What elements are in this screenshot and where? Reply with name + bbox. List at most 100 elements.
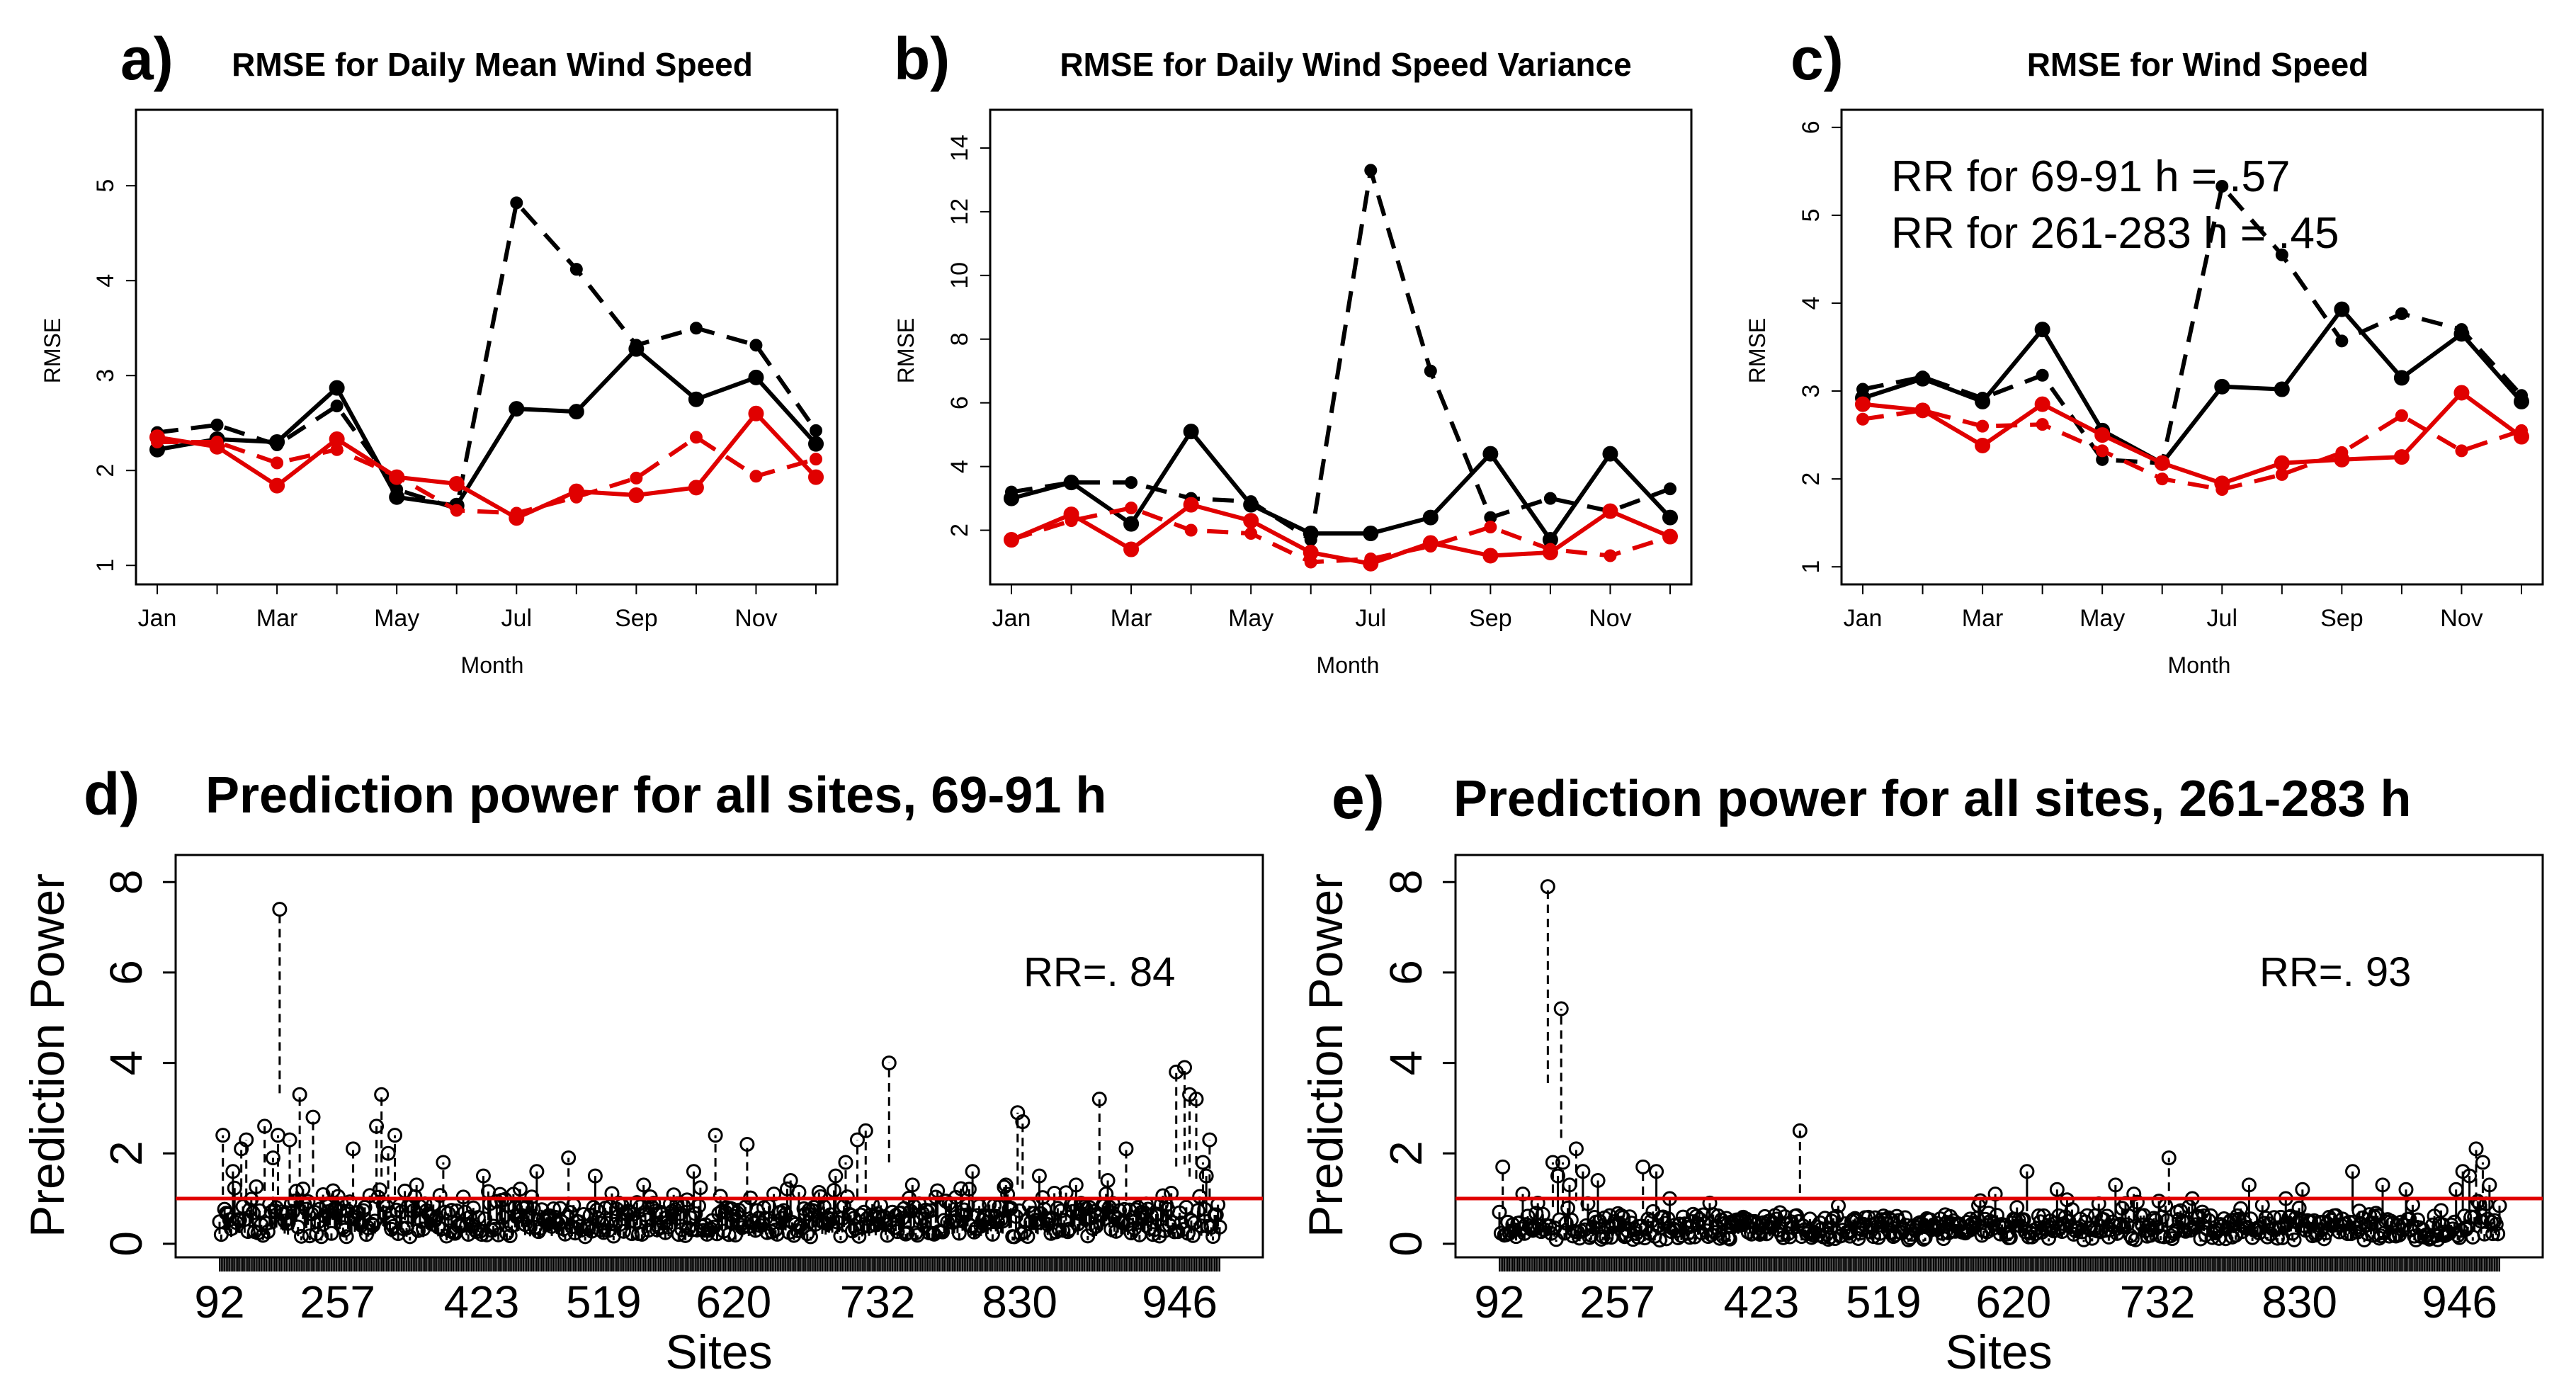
- panel-d-site-point: [688, 1206, 703, 1221]
- panel-e-site-point: [2433, 1203, 2449, 1218]
- panel-e-site-point: [1649, 1164, 1664, 1179]
- panel-d-site-point: [499, 1225, 514, 1241]
- panel-d-site-point: [227, 1180, 242, 1196]
- panel-d-site-point: [561, 1150, 577, 1166]
- panel-c-point-red-solid: [2094, 427, 2111, 443]
- panel-b-x-tick-label: Jan: [992, 605, 1031, 632]
- panel-a-point-black-dashed: [810, 424, 822, 437]
- panel-e-y-tick-label: 6: [1380, 960, 1431, 985]
- panel-b-point-black-dashed: [1125, 476, 1138, 489]
- panel-a-series-black-solid: [157, 346, 818, 508]
- panel-c-point-red-dashed: [2335, 446, 2349, 459]
- panel-e-prediction-power-261-283h: e) Prediction power for all sites, 261-2…: [1299, 764, 2544, 1379]
- panel-d-site-point: [851, 1228, 867, 1244]
- panel-d-site-point: [314, 1229, 329, 1245]
- panel-d-site-point: [463, 1209, 478, 1225]
- panel-d-x-tick-label: 830: [982, 1276, 1057, 1327]
- panel-c-point-red-dashed: [2395, 409, 2408, 422]
- panel-b-point-black-dashed: [1424, 364, 1437, 378]
- panel-c-point-red-solid: [1975, 437, 1991, 453]
- panel-d-site-point: [858, 1123, 873, 1138]
- panel-c-point-red-solid: [2034, 396, 2050, 412]
- panel-c-x-tick-label: Jan: [1844, 605, 1883, 632]
- panel-c-x-tick-label: May: [2079, 605, 2125, 632]
- panel-d-site-point: [1091, 1092, 1107, 1107]
- panel-d-site-point: [1198, 1168, 1214, 1184]
- panel-a-series-red-dashed: [157, 435, 817, 516]
- panel-e-xlabel: Sites: [1945, 1325, 2052, 1379]
- panel-a-y-tick-label: 1: [92, 559, 119, 572]
- panel-a-y-tick-label: 4: [92, 274, 119, 288]
- panel-e-letter: e): [1332, 764, 1385, 831]
- panel-e-site-point: [1789, 1208, 1805, 1223]
- panel-b-rmse-daily-wind-speed-variance: b) RMSE for Daily Wind Speed Variance 2 4…: [893, 26, 1693, 678]
- panel-d-letter: d): [84, 761, 140, 827]
- panel-b-series-black-dashed: [1011, 168, 1672, 542]
- panel-d-site-point: [529, 1164, 545, 1179]
- panel-e-site-point: [2049, 1182, 2065, 1197]
- panel-d-site-point: [1118, 1141, 1134, 1157]
- panel-e-site-point: [2295, 1182, 2310, 1197]
- panel-c-point-black-dashed: [1916, 370, 1929, 384]
- panel-a-point-black-solid: [568, 404, 584, 420]
- panel-c-point-red-solid: [2154, 455, 2170, 471]
- panel-d-site-point: [813, 1189, 829, 1204]
- panel-b-point-black-solid: [1363, 526, 1379, 542]
- panel-d-site-point: [369, 1118, 385, 1134]
- panel-a-point-black-dashed: [330, 400, 344, 413]
- panel-a-point-red-solid: [688, 480, 704, 496]
- panel-b-point-red-dashed: [1244, 527, 1258, 540]
- panel-d-site-point: [721, 1227, 737, 1242]
- panel-a-point-red-dashed: [630, 471, 643, 485]
- panel-c-x-tick-label: Nov: [2440, 605, 2483, 632]
- panel-d-x-tick-label: 620: [696, 1276, 771, 1327]
- panel-d-site-point: [330, 1189, 346, 1204]
- panel-a-x-tick-label: May: [374, 605, 419, 632]
- panel-a-rmse-daily-mean-wind-speed: a) RMSE for Daily Mean Wind Speed 1 2 3 4 5 J…: [40, 26, 839, 678]
- panel-e-site-point: [2019, 1164, 2035, 1179]
- panel-c-point-red-dashed: [2215, 483, 2229, 496]
- panel-d-y-tick-label: 6: [101, 960, 152, 985]
- panel-b-x-tick-label: Sep: [1469, 605, 1512, 632]
- panel-d-site-point: [666, 1187, 681, 1203]
- panel-a-point-red-dashed: [271, 456, 284, 470]
- panel-d-site-point: [828, 1168, 844, 1184]
- panel-e-site-point: [1545, 1155, 1560, 1170]
- panel-d-site-point: [512, 1182, 528, 1197]
- panel-e-site-point: [2129, 1194, 2145, 1210]
- panel-c-point-black-dashed: [2335, 334, 2349, 348]
- panel-a-point-red-dashed: [510, 506, 523, 520]
- panel-c-point-red-dashed: [2515, 424, 2528, 437]
- panel-d-site-point: [838, 1155, 853, 1170]
- panel-b-point-black-dashed: [1065, 476, 1078, 489]
- panel-e-site-point: [1987, 1186, 2003, 1202]
- panel-a-point-black-solid: [509, 401, 525, 417]
- panel-c-point-red-solid: [2453, 385, 2470, 401]
- panel-b-point-black-dashed: [1244, 495, 1258, 509]
- panel-b-point-red-solid: [1243, 513, 1259, 529]
- panel-e-site-point: [1613, 1208, 1629, 1223]
- panel-b-point-red-dashed: [1604, 549, 1617, 562]
- panel-c-y-tick-label: 2: [1798, 472, 1825, 486]
- panel-a-point-red-dashed: [689, 431, 703, 444]
- panel-d-site-point: [985, 1226, 1000, 1242]
- panel-e-site-point: [1515, 1186, 1531, 1202]
- panel-b-y-tick-label: 4: [946, 460, 973, 473]
- panel-e-site-point: [2126, 1186, 2142, 1202]
- panel-b-point-red-dashed: [1065, 514, 1078, 528]
- panel-c-point-black-dashed: [2395, 307, 2408, 320]
- panel-a-series-red-solid: [157, 411, 818, 521]
- panel-d-site-point: [339, 1229, 354, 1245]
- panel-c-rmse-wind-speed: c) RMSE for Wind Speed 1 2 3 4 5 6 Jan Mar May Ju…: [1744, 26, 2544, 678]
- panel-d-site-point: [998, 1177, 1014, 1193]
- panel-d-x-tick-label: 92: [194, 1276, 244, 1327]
- panel-d-site-point: [739, 1136, 755, 1152]
- panel-a-x-tick-label: Jan: [138, 605, 177, 632]
- panel-d-site-point: [222, 1212, 237, 1228]
- panel-b-series-black-solid: [1011, 429, 1672, 542]
- panel-d-site-point: [240, 1224, 256, 1240]
- panel-a-x-tick-label: Sep: [615, 605, 658, 632]
- panel-c-title: RMSE for Wind Speed: [2027, 46, 2369, 83]
- panel-c-point-red-dashed: [2155, 472, 2169, 486]
